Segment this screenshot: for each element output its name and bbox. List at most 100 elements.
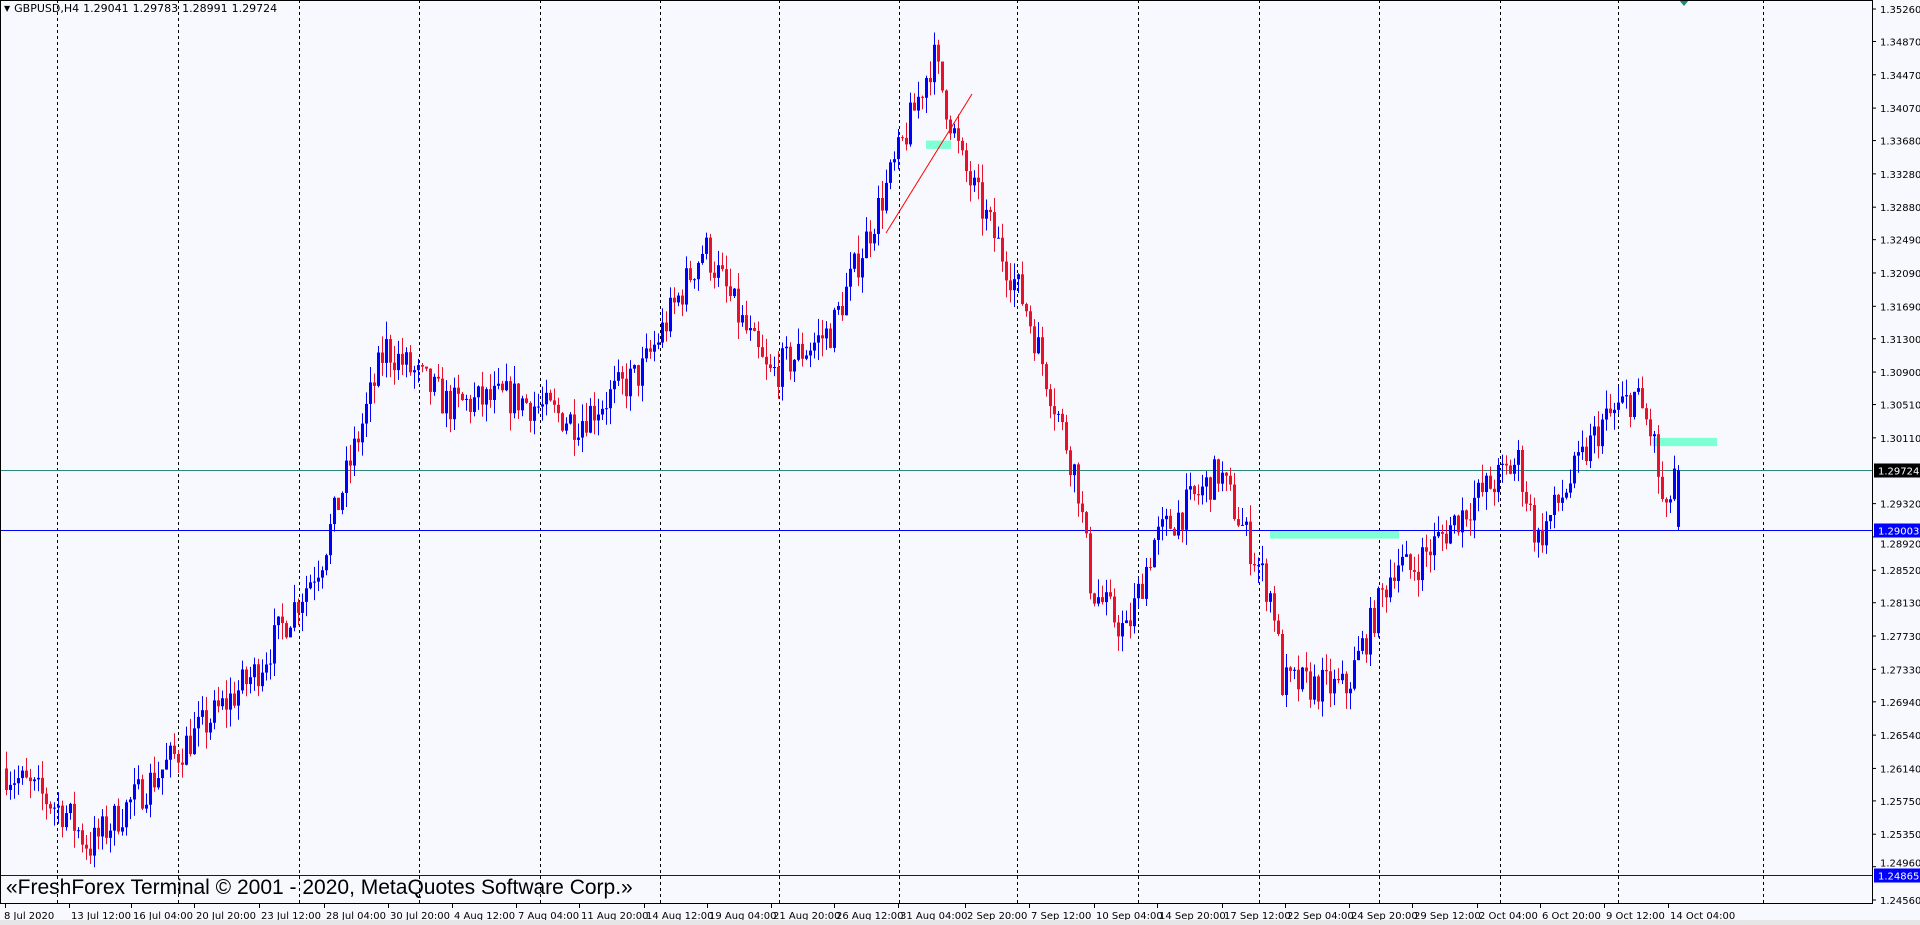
candle (261, 659, 264, 692)
horizontal-lines[interactable] (0, 470, 1872, 876)
candle-body (789, 346, 792, 372)
candle (1141, 573, 1144, 599)
candle (1193, 484, 1196, 501)
price-tick-label: 1.33680 (1880, 137, 1920, 148)
candle-body (1073, 464, 1076, 476)
candle (1469, 502, 1472, 536)
candle-body (1061, 413, 1064, 423)
candle (605, 392, 608, 425)
candle-body (1141, 583, 1144, 599)
candle (1385, 585, 1388, 613)
shift-marker-icon[interactable] (1679, 0, 1689, 6)
candle (85, 834, 88, 860)
trendline[interactable] (885, 93, 973, 234)
candle-body (925, 77, 928, 98)
candle (1173, 526, 1176, 537)
candle-body (1105, 592, 1108, 603)
time-tick-label: 31 Aug 04:00 (900, 911, 967, 922)
candles (5, 32, 1680, 868)
candle-body (85, 844, 88, 849)
candle (841, 292, 844, 321)
candle (1509, 459, 1512, 475)
candle (377, 345, 380, 388)
candle (1301, 666, 1304, 692)
candle (473, 382, 476, 417)
candle-body (681, 295, 684, 305)
candle (1309, 662, 1312, 708)
price-tick-label: 1.30900 (1880, 368, 1920, 379)
candle (933, 32, 936, 95)
price-tick-label: 1.25750 (1880, 797, 1920, 808)
price-tag-label: 1.29003 (1878, 527, 1919, 538)
bar-close: 1.29724 (231, 2, 278, 15)
candle (817, 318, 820, 360)
candle (1257, 557, 1260, 584)
candle (1353, 646, 1356, 691)
candle-body (841, 305, 844, 316)
candle-body (1065, 422, 1068, 451)
candle-body (1197, 494, 1200, 496)
price-tick-label: 1.29320 (1880, 500, 1920, 511)
candle (1441, 524, 1444, 551)
candle-body (33, 779, 36, 782)
candle-body (45, 793, 48, 805)
candle (113, 803, 116, 846)
candle-body (769, 364, 772, 369)
candle-body (1569, 483, 1572, 493)
candle-body (481, 386, 484, 405)
candle-body (69, 803, 72, 814)
dropdown-triangle-icon[interactable]: ▼ (4, 4, 11, 13)
price-tick-label: 1.35260 (1880, 5, 1920, 16)
candle-body (493, 385, 496, 401)
candle (997, 226, 1000, 239)
candle-body (1201, 486, 1204, 496)
candle (1445, 520, 1448, 550)
candle-body (37, 777, 40, 780)
candle-body (1077, 464, 1080, 504)
candle (241, 660, 244, 694)
candle (1021, 261, 1024, 306)
candle-body (881, 197, 884, 211)
candle (773, 356, 776, 377)
price-axis[interactable]: 1.35260 1.34870 1.34470 1.34070 1.33680 1.332… (1872, 5, 1920, 907)
candle-body (973, 177, 976, 186)
candle (1413, 556, 1416, 581)
candle-body (777, 366, 780, 387)
candle (1665, 497, 1668, 518)
candle (657, 333, 660, 350)
chart-header: ▼ GBPUSD,H4 1.29041 1.29783 1.28991 1.29… (4, 2, 277, 15)
candle-body (101, 816, 104, 837)
candle (1197, 484, 1200, 505)
candle-body (977, 177, 980, 183)
candle-body (1093, 593, 1096, 604)
candle-body (1113, 596, 1116, 623)
candle (417, 358, 420, 383)
candle (765, 338, 768, 380)
candle-body (573, 414, 576, 440)
candle-body (337, 497, 340, 510)
candle-body (561, 413, 564, 431)
candle-body (649, 348, 652, 352)
candle-body (1481, 482, 1484, 493)
candle-body (1409, 554, 1412, 570)
candle-body (297, 602, 300, 613)
time-axis[interactable]: 8 Jul 2020 13 Jul 12:00 16 Jul 04:00 20 Jul… (4, 903, 1735, 922)
candle-body (1677, 469, 1680, 527)
candle (457, 374, 460, 408)
price-tag (1874, 868, 1920, 883)
candle (281, 603, 284, 640)
candle (1101, 585, 1104, 605)
candle (125, 799, 128, 836)
candle (269, 649, 272, 680)
candle (609, 380, 612, 425)
candle-body (1461, 510, 1464, 533)
price-tick-label: 1.31690 (1880, 302, 1920, 313)
candle-body (773, 366, 776, 369)
time-tick-label: 14 Aug 12:00 (646, 911, 713, 922)
candle (497, 367, 500, 390)
candle (573, 399, 576, 456)
candle (1153, 538, 1156, 568)
candle-body (229, 693, 232, 710)
